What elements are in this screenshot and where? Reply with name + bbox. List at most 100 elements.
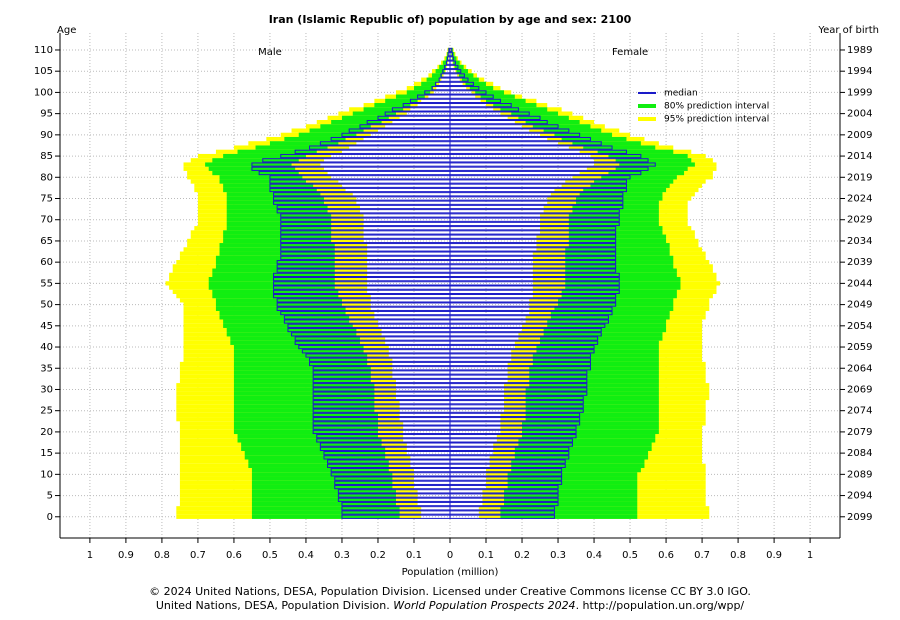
median-bar <box>449 353 591 358</box>
median-bar <box>449 238 617 244</box>
median-bar <box>449 336 599 341</box>
pi80-band <box>237 438 382 443</box>
x-axis-title: Population (million) <box>402 567 499 578</box>
pi80-band <box>219 251 335 256</box>
pi80-band <box>522 425 659 430</box>
pi80-band <box>233 378 371 384</box>
median-bar <box>449 158 649 163</box>
pi80-band <box>226 196 324 201</box>
median-bar <box>449 366 591 371</box>
pi80-band <box>565 272 677 278</box>
pi80-band <box>529 366 659 371</box>
pi80-band <box>226 200 324 205</box>
pi80-band <box>572 204 659 210</box>
pi80-band <box>532 124 591 129</box>
median-bar <box>449 285 620 290</box>
pi80-band <box>454 64 464 70</box>
median-bar <box>449 230 617 235</box>
median-bar <box>449 162 656 167</box>
pi80-band <box>212 158 299 163</box>
median-bar <box>449 298 617 303</box>
x-tick-label: 1 <box>807 550 813 561</box>
median-bar <box>449 81 474 87</box>
sex-label: Male <box>258 47 282 58</box>
pi80-band <box>219 310 346 316</box>
pi80-band <box>504 501 638 507</box>
pi80-band <box>565 268 677 273</box>
median-bar <box>449 332 602 337</box>
median-bar <box>449 514 555 519</box>
pi80-band <box>465 81 487 87</box>
median-bar <box>449 395 584 401</box>
x-tick-label: 0.9 <box>766 550 782 561</box>
pi80-band <box>504 497 638 502</box>
pi80-band <box>561 293 677 299</box>
pi80-band <box>525 404 659 409</box>
x-tick-label: 0.6 <box>226 550 242 561</box>
y2-tick-label: 2044 <box>847 278 872 289</box>
pi80-band <box>456 69 469 74</box>
median-bar <box>449 417 581 422</box>
pi80-band <box>237 434 378 439</box>
pi80-band <box>486 98 526 104</box>
pi80-band <box>219 247 335 252</box>
pi80-band <box>522 421 659 426</box>
x-tick-label: 0.4 <box>298 550 314 561</box>
pi80-band <box>341 115 389 120</box>
y-tick-label: 0 <box>47 512 53 523</box>
pi80-band <box>248 463 389 468</box>
y-tick-label: 15 <box>40 448 53 459</box>
median-bar <box>449 128 570 133</box>
median-bar <box>449 289 620 294</box>
y2-tick-label: 2009 <box>847 130 872 141</box>
pi80-band <box>522 434 656 439</box>
y2-tick-label: 2039 <box>847 257 872 268</box>
pi80-band <box>251 489 396 494</box>
pi80-band <box>565 260 674 265</box>
pi80-band <box>226 221 332 227</box>
pi80-band <box>223 238 332 244</box>
median-bar <box>449 361 591 367</box>
median-bar <box>449 145 613 150</box>
pi80-band <box>525 119 580 125</box>
pi80-band <box>233 366 371 371</box>
pi80-band <box>233 391 375 396</box>
y-tick-label: 5 <box>47 491 53 502</box>
median-bar <box>449 183 627 188</box>
pi80-band <box>251 480 393 485</box>
median-bar <box>449 268 617 273</box>
median-bar <box>449 132 581 137</box>
pi80-band <box>241 446 386 452</box>
pi80-band <box>601 175 677 180</box>
y2-tick-label: 1989 <box>847 45 872 56</box>
pi80-band <box>212 289 339 294</box>
pi80-band <box>550 310 670 316</box>
median-bar <box>449 357 591 362</box>
pi80-band <box>223 183 314 188</box>
median-bar <box>449 315 609 320</box>
pi80-band <box>518 442 652 447</box>
pi80-band <box>529 370 659 375</box>
pi80-band <box>532 353 659 358</box>
footer-license: © 2024 United Nations, DESA, Population … <box>149 585 751 598</box>
y2-tick-label: 2014 <box>847 151 872 162</box>
median-bar <box>449 438 573 443</box>
median-bar <box>449 166 649 171</box>
pi80-band <box>226 217 332 222</box>
pi80-band <box>413 86 434 91</box>
pi80-band <box>212 268 335 273</box>
pi80-band <box>233 370 371 375</box>
median-bar <box>449 192 624 197</box>
pi80-band <box>251 514 400 519</box>
pi80-band <box>568 234 667 239</box>
pi80-band <box>233 421 378 426</box>
pi80-band <box>233 353 368 358</box>
pi80-band <box>233 395 375 401</box>
pi80-band <box>205 162 292 167</box>
pi80-band <box>421 81 437 87</box>
median-bar <box>449 302 617 307</box>
median-bar <box>449 277 620 282</box>
pi80-band <box>536 344 659 350</box>
y-tick-label: 95 <box>40 109 53 120</box>
median-bar <box>449 451 570 456</box>
